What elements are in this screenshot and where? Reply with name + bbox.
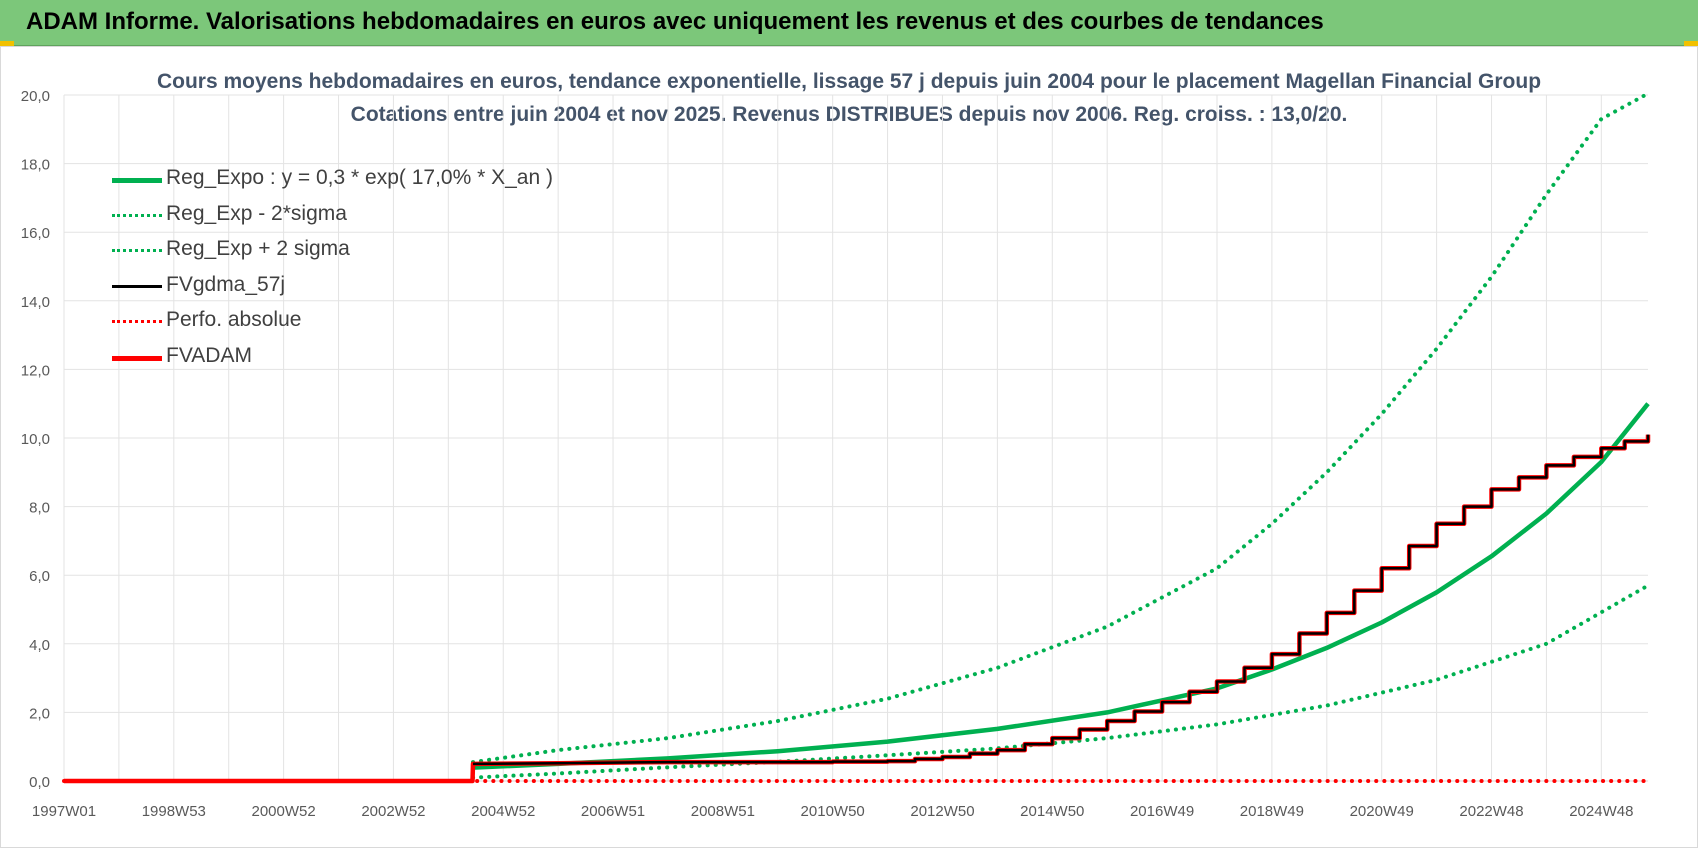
report-banner: ADAM Informe. Valorisations hebdomadaire… bbox=[0, 0, 1698, 46]
legend-label: FVADAM bbox=[166, 343, 252, 367]
legend-swatch bbox=[112, 355, 162, 361]
legend-label: Perfo. absolue bbox=[166, 308, 302, 331]
legend-label: Reg_Expo : y = 0,3 * exp( 17,0% * X_an ) bbox=[166, 166, 553, 189]
chart-subtitle: Cotations entre juin 2004 et nov 2025. R… bbox=[350, 103, 1348, 126]
legend-label: Reg_Exp + 2 sigma bbox=[166, 237, 350, 260]
chart-title: Cours moyens hebdomadaires en euros, ten… bbox=[156, 70, 1542, 93]
legend-swatch bbox=[112, 320, 162, 323]
legend-label: FVgdma_57j bbox=[166, 272, 286, 296]
corner-marker bbox=[1684, 41, 1698, 46]
legend-label: Reg_Exp - 2*sigma bbox=[166, 201, 347, 225]
legend-swatch bbox=[112, 249, 162, 252]
legend-swatch bbox=[112, 213, 162, 217]
legend-swatch bbox=[112, 178, 162, 183]
corner-marker bbox=[0, 41, 14, 46]
report-title: ADAM Informe. Valorisations hebdomadaire… bbox=[26, 8, 1324, 35]
legend-swatch bbox=[112, 284, 162, 288]
